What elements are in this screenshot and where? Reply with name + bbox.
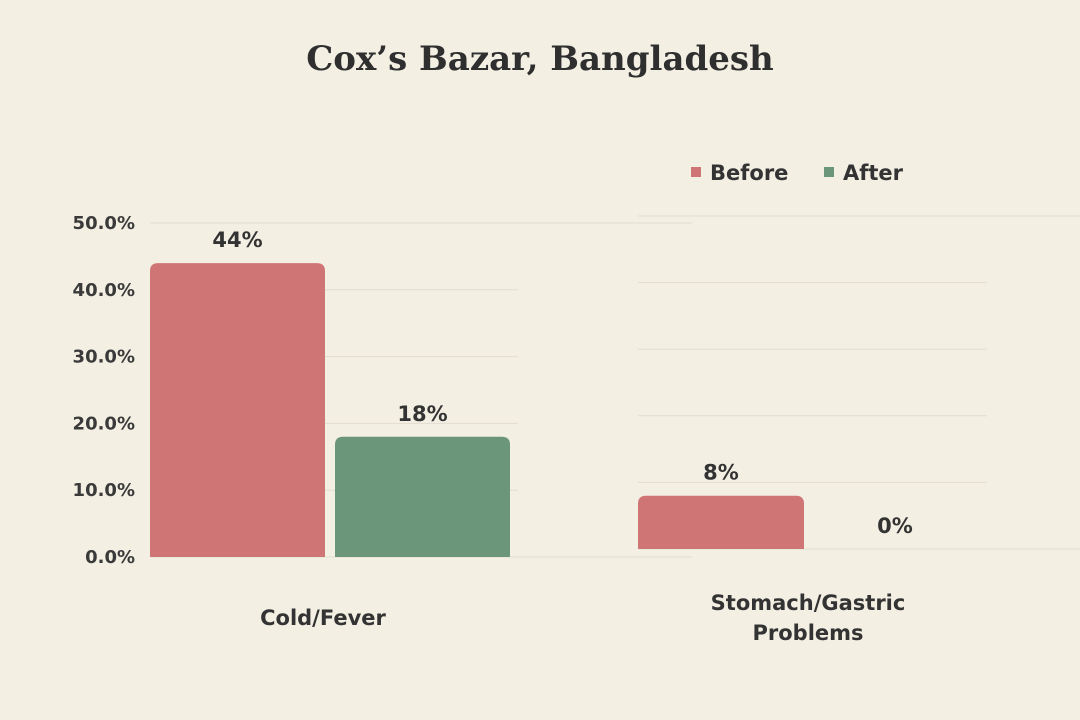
chart-title: Cox’s Bazar, Bangladesh	[306, 39, 774, 79]
y-axis-ticks: 0.0% 10.0% 20.0% 30.0% 40.0% 50.0%	[73, 213, 135, 568]
data-label: 0%	[877, 514, 913, 538]
bar-after	[335, 436, 510, 557]
legend-swatch-before	[691, 167, 701, 177]
y-tick-label: 50.0%	[73, 213, 135, 234]
category-label: Stomach/Gastric Problems	[711, 591, 906, 645]
category-label: Cold/Fever	[260, 606, 386, 630]
legend-label-before: Before	[710, 161, 788, 185]
bar-before	[150, 263, 325, 557]
y-tick-label: 20.0%	[73, 413, 135, 434]
data-labels: 44% 18% 8% 0%	[212, 228, 912, 538]
legend-swatch-after	[824, 167, 834, 177]
data-label: 18%	[397, 402, 447, 426]
y-tick-label: 30.0%	[73, 347, 135, 368]
y-tick-label: 10.0%	[73, 480, 135, 501]
category-labels: Cold/Fever Stomach/Gastric Problems	[260, 591, 905, 645]
data-label: 44%	[212, 228, 262, 252]
legend: Before After	[691, 161, 904, 185]
y-tick-label: 40.0%	[73, 280, 135, 301]
data-label: 8%	[703, 461, 739, 485]
bars	[150, 263, 804, 557]
y-tick-label: 0.0%	[85, 547, 135, 568]
legend-label-after: After	[843, 161, 904, 185]
bar-before	[638, 495, 804, 549]
